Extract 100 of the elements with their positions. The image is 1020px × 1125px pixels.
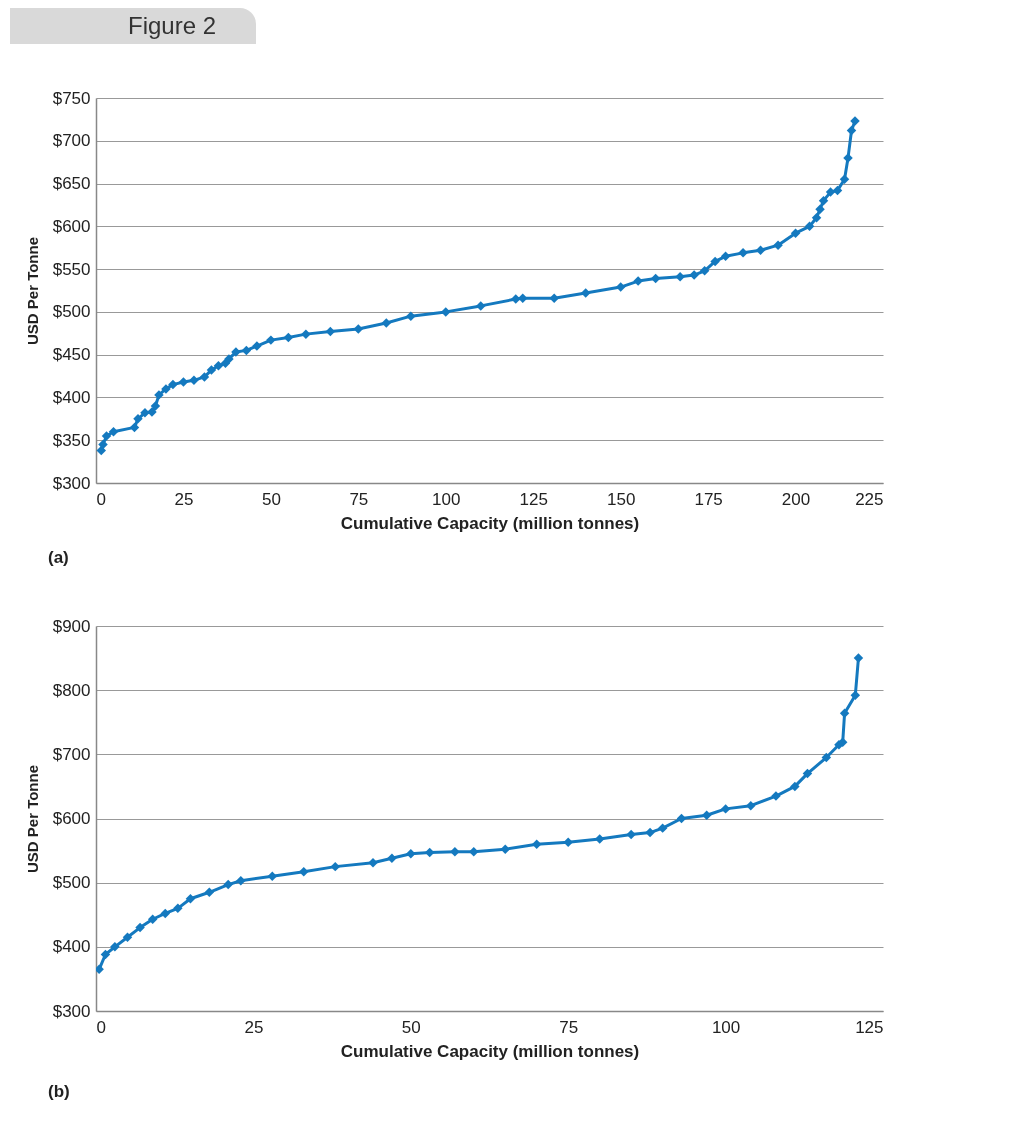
point (110, 942, 120, 952)
x-tick-label: 150 (606, 489, 636, 509)
y-axis-title: USD Per Tonne (23, 236, 41, 346)
point (101, 431, 112, 441)
point (469, 847, 479, 857)
point (406, 311, 416, 321)
point (267, 871, 278, 881)
point (129, 422, 140, 433)
y-tick-label: $450 (52, 345, 91, 365)
point (168, 379, 178, 390)
y-tick-label: $800 (52, 680, 91, 700)
point (821, 752, 832, 763)
point (199, 372, 210, 382)
point (720, 251, 731, 262)
point (387, 853, 397, 864)
x-tick-label: 50 (261, 489, 281, 509)
point (450, 847, 460, 857)
point (615, 282, 626, 292)
y-tick-label: $300 (52, 1001, 91, 1021)
point (676, 813, 687, 824)
point (699, 266, 710, 276)
x-tick-label: 125 (855, 1017, 884, 1037)
x-tick-label: 25 (174, 489, 194, 509)
y-tick-label: $500 (52, 873, 91, 893)
point (325, 326, 336, 337)
point (755, 245, 766, 256)
point (839, 174, 850, 185)
point (204, 887, 215, 898)
x-tick-label: 50 (401, 1017, 421, 1037)
point (283, 332, 294, 343)
point (818, 195, 829, 206)
point (790, 228, 801, 238)
point (846, 125, 857, 136)
y-tick-label: $550 (52, 259, 91, 279)
y-tick-label: $400 (52, 937, 91, 957)
point (108, 426, 119, 437)
point (802, 768, 813, 779)
x-tick-label: 175 (694, 489, 723, 509)
y-tick-label: $500 (52, 302, 91, 322)
y-tick-label: $400 (52, 387, 91, 407)
point (150, 401, 161, 411)
y-tick-label: $700 (52, 744, 91, 764)
x-tick-label: 75 (559, 1017, 579, 1037)
x-tick-label: 125 (519, 489, 548, 509)
point (236, 876, 246, 886)
point (381, 318, 392, 328)
y-tick-label: $900 (52, 616, 91, 636)
point (839, 708, 850, 719)
x-tick-label: 75 (349, 489, 369, 509)
point (850, 690, 861, 701)
point (299, 867, 309, 877)
point (710, 256, 720, 267)
text: (a) (48, 548, 69, 568)
point (701, 810, 712, 821)
y-tick-label: $700 (52, 131, 91, 151)
point (96, 964, 104, 975)
point (213, 361, 224, 371)
point (746, 800, 756, 811)
point (189, 375, 199, 386)
point (645, 827, 655, 838)
x-tick-label: 0 (96, 489, 106, 509)
y-axis-title: USD Per Tonne (23, 764, 41, 874)
x-tick-label: 25 (244, 1017, 264, 1037)
point (790, 781, 800, 792)
point (804, 221, 815, 232)
point (853, 653, 864, 663)
point (223, 879, 233, 890)
point (675, 272, 685, 282)
point (441, 307, 451, 317)
text: (b) (48, 1082, 70, 1102)
point (531, 839, 542, 849)
x-tick-label: 100 (432, 489, 461, 509)
point (147, 914, 158, 924)
point (241, 345, 252, 356)
x-tick-label: 225 (855, 489, 884, 509)
point (185, 893, 196, 904)
point (173, 903, 183, 914)
point (353, 324, 364, 334)
point (811, 213, 822, 223)
point (650, 273, 661, 284)
x-tick-label: 100 (711, 1017, 741, 1037)
point (510, 294, 521, 304)
point (206, 365, 217, 375)
point (657, 823, 668, 833)
point (135, 922, 145, 933)
point (424, 847, 435, 858)
point (301, 329, 311, 339)
y-tick-label: $600 (52, 216, 91, 236)
point (626, 829, 636, 840)
y-tick-label: $600 (52, 809, 91, 828)
x-tick-label: 200 (781, 489, 811, 509)
point (549, 293, 559, 303)
y-tick-label: $650 (52, 174, 91, 194)
y-tick-label: $300 (52, 473, 91, 493)
chart-title: Figure 2 (10, 8, 257, 44)
point (100, 949, 111, 960)
point (832, 185, 843, 196)
x-tick-label: 0 (96, 1017, 106, 1037)
point (160, 908, 170, 919)
point (825, 187, 836, 197)
